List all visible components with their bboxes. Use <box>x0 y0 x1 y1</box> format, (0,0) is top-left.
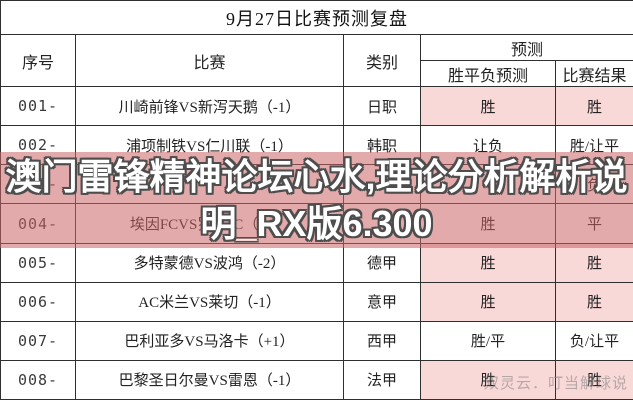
cell-result: 胜 <box>554 242 633 283</box>
cell-category: 西甲 <box>343 320 421 361</box>
cell-category: 法甲 <box>343 359 421 400</box>
cell-serial: 005- <box>0 242 76 283</box>
cell-category: 日职 <box>343 86 421 127</box>
col-header-result: 比赛结果 <box>554 60 633 88</box>
cell-result: 负/让平 <box>554 320 633 361</box>
cell-serial: 008- <box>0 359 76 400</box>
cell-prediction: 胜 <box>420 281 556 322</box>
table-row: 001- 川崎前锋VS新泻天鹅（-1） 日职 胜 胜 <box>0 86 633 127</box>
col-header-prediction: 胜平负预测 <box>420 60 556 88</box>
cell-serial: 001- <box>0 86 76 127</box>
table-title: 9月27日比赛预测复盘 <box>0 0 633 36</box>
cell-serial: 006- <box>0 281 76 322</box>
table-row: 005- 多特蒙德VS波鸿（-2） 德甲 胜 胜 <box>0 242 633 283</box>
cell-serial: 007- <box>0 320 76 361</box>
cell-prediction: 胜 <box>420 86 556 127</box>
cell-prediction: 胜/平 <box>420 320 556 361</box>
col-header-match: 比赛 <box>75 34 344 88</box>
cell-match: AC米兰VS莱切（-1） <box>75 281 344 322</box>
table-row: 006- AC米兰VS莱切（-1） 意甲 胜 胜 <box>0 281 633 322</box>
cell-result: 胜 <box>554 359 633 400</box>
ad-banner-text: 澳门雷锋精神论坛心水,理论分析解析说明_RX版6.300 <box>5 156 628 244</box>
watermark-text: 双灵云．叮当解球说 <box>483 376 628 392</box>
cell-result: 胜 <box>554 281 633 322</box>
cell-category: 德甲 <box>343 242 421 283</box>
table-row: 008- 巴黎圣日尔曼VS雷恩（-1） 法甲 胜 胜 <box>0 359 633 400</box>
cell-match: 多特蒙德VS波鸿（-2） <box>75 242 344 283</box>
cell-match: 川崎前锋VS新泻天鹅（-1） <box>75 86 344 127</box>
cell-match: 巴黎圣日尔曼VS雷恩（-1） <box>75 359 344 400</box>
table-row: 007- 巴利亚多VS马洛卡（+1） 西甲 胜/平 负/让平 <box>0 320 633 361</box>
ad-banner-overlay[interactable]: 澳门雷锋精神论坛心水,理论分析解析说明_RX版6.300 <box>0 152 633 248</box>
cell-result: 胜 <box>554 86 633 127</box>
cell-match: 巴利亚多VS马洛卡（+1） <box>75 320 344 361</box>
col-header-serial: 序号 <box>0 34 76 88</box>
cell-category: 意甲 <box>343 281 421 322</box>
cell-prediction: 胜 <box>420 242 556 283</box>
col-header-prediction-group: 预测 <box>419 34 633 62</box>
col-header-category: 类别 <box>343 34 421 88</box>
cell-prediction: 胜 <box>420 359 556 400</box>
